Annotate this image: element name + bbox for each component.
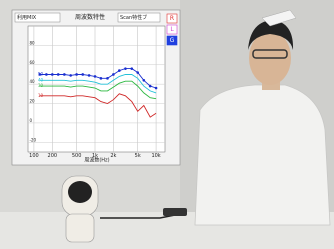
- data-point: [51, 73, 54, 76]
- data-point: [124, 67, 127, 70]
- data-point: [94, 75, 97, 78]
- x-tick-label: 500: [72, 153, 82, 159]
- data-point: [149, 85, 152, 88]
- device: [163, 208, 187, 216]
- data-point: [63, 73, 66, 76]
- data-point: [118, 69, 121, 72]
- scene: 利用MIX Scan特性ブ 周波数特性 周波数(Hz) RLG100200500…: [0, 0, 334, 249]
- y-tick-label: 40: [30, 79, 36, 84]
- data-point: [69, 74, 72, 77]
- x-tick-label: 2k: [110, 153, 116, 159]
- channel-button-label: R: [170, 15, 174, 22]
- data-point: [45, 73, 48, 76]
- x-tick-label: 5k: [135, 153, 141, 159]
- data-point: [112, 73, 115, 76]
- y-tick-label: 80: [30, 40, 36, 45]
- y-tick-label: 60: [30, 60, 36, 65]
- data-point: [155, 87, 158, 90]
- series-label: 30: [38, 83, 44, 88]
- dropdown-left-text: 利用MIX: [17, 14, 37, 21]
- data-point: [100, 77, 103, 80]
- series-label: 40: [38, 77, 44, 82]
- x-tick-label: 1k: [92, 153, 98, 159]
- channel-button-label: G: [170, 37, 175, 44]
- dropdown-right-text: Scan特性ブ: [120, 14, 147, 21]
- x-tick-label: 100: [29, 153, 39, 159]
- data-point: [88, 74, 91, 77]
- data-point: [143, 79, 146, 82]
- robot-body: [66, 214, 94, 242]
- robot-face: [68, 181, 92, 203]
- data-point: [136, 71, 139, 74]
- data-point: [81, 73, 84, 76]
- x-tick-label: 10k: [151, 153, 160, 159]
- y-tick-label: 20: [30, 99, 36, 104]
- data-point: [57, 73, 60, 76]
- series-label: 50: [38, 71, 44, 76]
- data-point: [75, 73, 78, 76]
- chart-title: 周波数特性: [75, 13, 105, 21]
- series-label: 10: [38, 93, 44, 98]
- x-tick-label: 200: [48, 153, 58, 159]
- y-tick-label: -20: [30, 137, 37, 142]
- person-shirt: [195, 85, 330, 225]
- data-point: [106, 77, 109, 80]
- data-point: [130, 67, 133, 70]
